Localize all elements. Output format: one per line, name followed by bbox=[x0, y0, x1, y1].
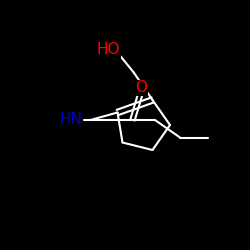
Text: HN: HN bbox=[60, 112, 82, 128]
Text: HO: HO bbox=[97, 42, 120, 57]
Text: O: O bbox=[135, 80, 147, 96]
